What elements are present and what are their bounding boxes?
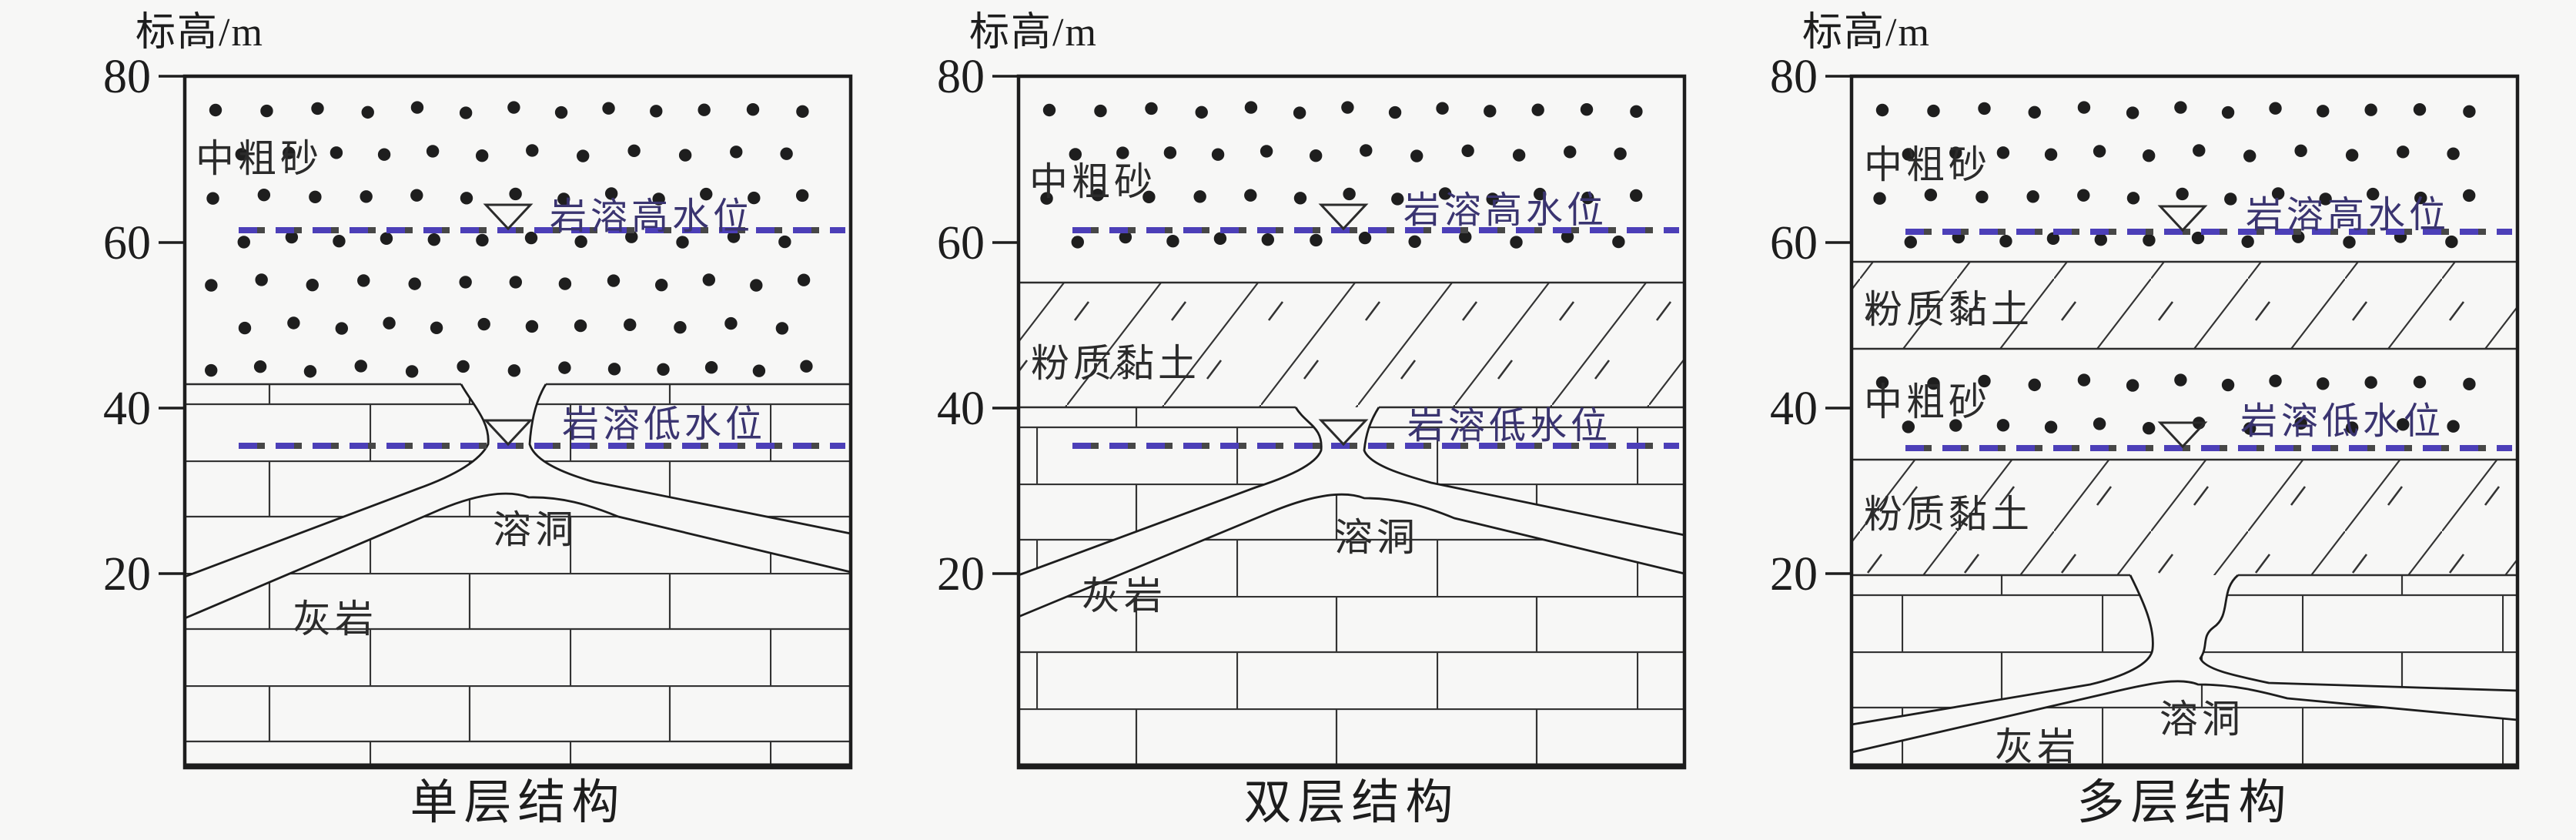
water-level-high: 岩溶高水位 [1905,195,2512,236]
karst-cave-channel [185,384,851,618]
karst-cave-outline [1851,680,2518,754]
axis-title: 标高/m [135,11,264,55]
sand-layer [1040,101,1643,249]
water-table-triangle-icon [2157,205,2208,233]
panel-caption: 双层结构 [1243,777,1459,829]
label-clay-1: 粉质黏土 [1864,288,2033,331]
label-low-water-level: 岩溶低水位 [2240,401,2444,442]
label-clay-2: 粉质黏土 [1864,493,2033,536]
karst-cave-outline [1851,574,2154,726]
water-level-low: 岩溶低水位 [1072,406,1679,449]
axis-tick-label: 40 [937,383,985,435]
label-sand-1: 中粗砂 [1864,143,1991,186]
axis-tick-label: 20 [103,548,151,601]
axis-tick-label: 40 [103,383,151,435]
panel-border [1016,74,1687,770]
label-cave: 溶洞 [1334,516,1419,559]
label-sand-2: 中粗砂 [1864,380,1991,423]
karst-cave-outline [1018,493,1685,618]
water-table-triangle-icon [483,419,534,447]
sand-layer [1875,373,2476,435]
axis-tick-label: 80 [937,51,985,103]
axis-tick-label: 80 [1770,51,1818,103]
clay-layer [1852,460,2517,575]
label-high-water-level: 岩溶高水位 [550,196,754,237]
label-low-water-level: 岩溶低水位 [1407,406,1611,447]
panel-multi-layer: 岩溶高水位岩溶低水位中粗砂粉质黏土中粗砂粉质黏土溶洞灰岩80604020标高/m… [1770,11,2520,829]
elevation-axis: 80 60 40 20 标高/m [103,11,264,601]
clay-layer [1852,262,2517,349]
panel-caption: 单层结构 [410,777,625,829]
axis-tick-label: 80 [103,51,151,103]
water-level-high: 岩溶高水位 [1072,190,1679,233]
label-sand: 中粗砂 [196,137,323,180]
axis-title: 标高/m [1802,11,1931,55]
water-table-triangle-icon [483,203,534,231]
axis-tick-label: 60 [937,217,985,269]
karst-cave-channel [1019,407,1684,617]
label-limestone: 灰岩 [1995,725,2079,768]
karst-cave-channel [1852,575,2517,752]
water-level-low: 岩溶低水位 [239,404,845,449]
axis-tick-label: 40 [1770,383,1818,435]
water-table-triangle-icon [1318,419,1369,447]
label-limestone: 灰岩 [1082,574,1166,617]
water-table-triangle-icon [1318,203,1369,231]
axis-tick-label: 60 [1770,217,1818,269]
panel-border [1849,74,2520,770]
label-high-water-level: 岩溶高水位 [1403,190,1607,231]
label-cave: 溶洞 [493,508,577,551]
axis-title: 标高/m [969,11,1098,55]
clay-layer [1019,283,1684,407]
water-table-triangle-icon [2157,421,2208,449]
karst-cave-outline [1018,407,1323,577]
label-cave: 溶洞 [2159,698,2244,741]
label-high-water-level: 岩溶高水位 [2246,195,2450,236]
water-level-high: 岩溶高水位 [239,196,845,237]
panel-caption: 多层结构 [2076,777,2292,829]
axis-tick-label: 60 [103,217,151,269]
karst-cave-outline [184,383,490,578]
label-limestone: 灰岩 [293,597,377,641]
karst-cave-outline [528,383,851,535]
karst-cave-outline [1363,407,1685,537]
panel-border [182,74,853,770]
label-low-water-level: 岩溶低水位 [562,404,766,445]
label-sand: 中粗砂 [1029,160,1156,203]
elevation-axis: 80 60 40 20 标高/m [937,11,1098,601]
water-level-low: 岩溶低水位 [1905,401,2512,451]
elevation-axis: 80 60 40 20 标高/m [1770,11,1931,601]
axis-tick-label: 20 [937,548,985,601]
axis-tick-label: 20 [1770,548,1818,601]
karst-cave-outline [184,492,851,620]
label-clay: 粉质黏土 [1031,342,1200,385]
sand-layer [205,101,813,378]
karst-cave-outline [2199,574,2518,692]
